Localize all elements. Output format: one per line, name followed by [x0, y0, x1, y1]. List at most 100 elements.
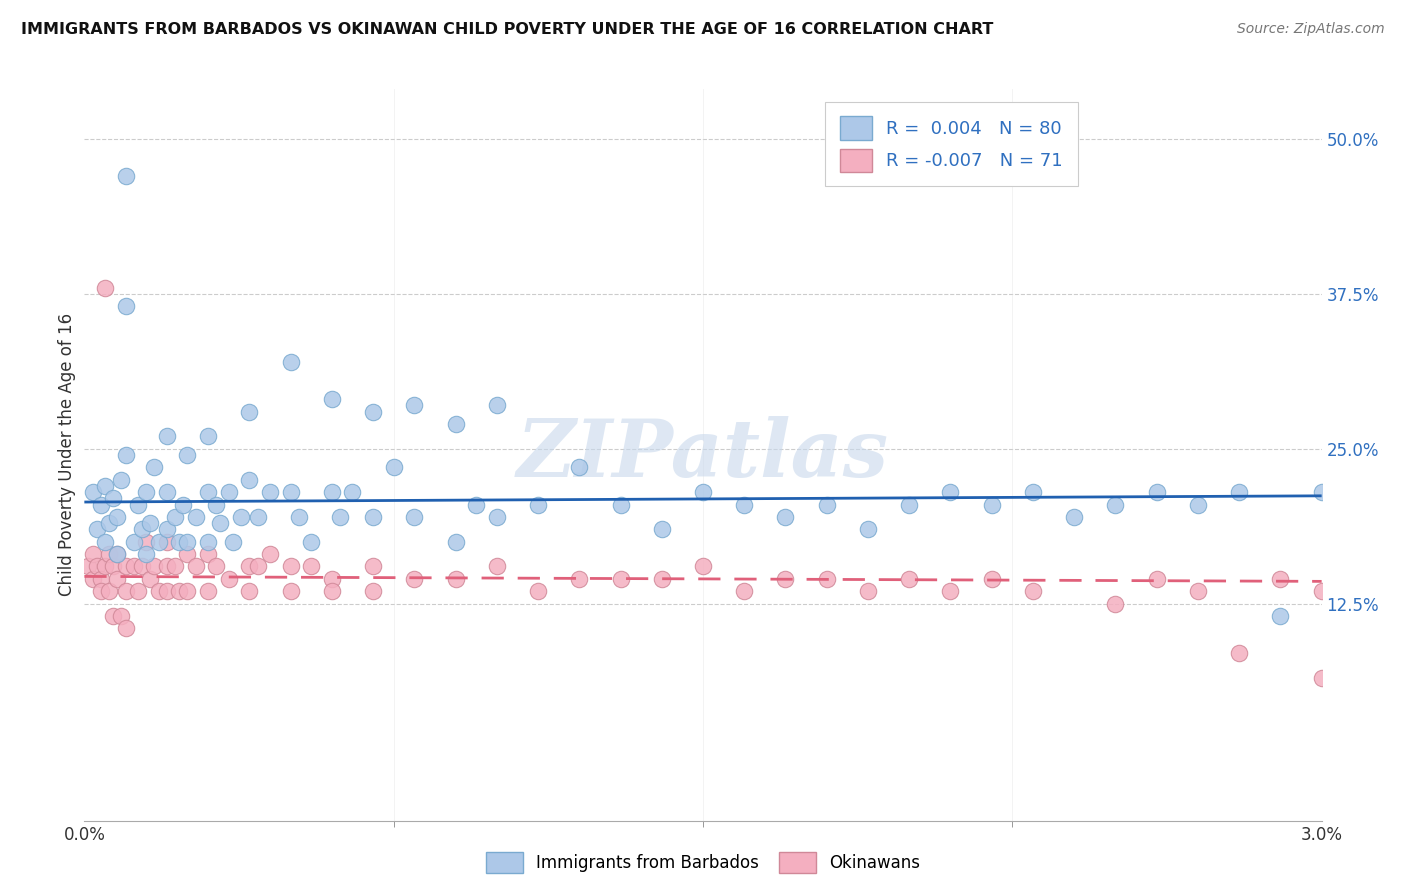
- Point: [98, 547, 121, 561]
- Point: [156, 485, 179, 500]
- Point: [94, 559, 117, 574]
- Point: [103, 609, 125, 624]
- Point: [815, 498, 838, 512]
- Point: [165, 559, 187, 574]
- Point: [167, 584, 190, 599]
- Point: [775, 509, 797, 524]
- Point: [1227, 485, 1250, 500]
- Point: [229, 509, 252, 524]
- Point: [156, 429, 179, 443]
- Point: [1310, 671, 1333, 685]
- Point: [131, 522, 153, 536]
- Point: [103, 491, 125, 506]
- Point: [288, 509, 311, 524]
- Point: [1022, 485, 1045, 500]
- Point: [122, 559, 145, 574]
- Point: [361, 509, 384, 524]
- Point: [110, 473, 132, 487]
- Point: [218, 485, 240, 500]
- Point: [197, 485, 219, 500]
- Point: [1146, 485, 1168, 500]
- Point: [127, 498, 149, 512]
- Y-axis label: Child Poverty Under the Age of 16: Child Poverty Under the Age of 16: [58, 313, 76, 597]
- Point: [156, 522, 179, 536]
- Point: [898, 498, 921, 512]
- Point: [90, 584, 112, 599]
- Point: [156, 584, 179, 599]
- Legend: R =  0.004   N = 80, R = -0.007   N = 71: R = 0.004 N = 80, R = -0.007 N = 71: [825, 102, 1077, 186]
- Point: [299, 534, 322, 549]
- Point: [246, 509, 269, 524]
- Point: [815, 572, 838, 586]
- Point: [167, 534, 190, 549]
- Point: [176, 547, 198, 561]
- Point: [98, 584, 121, 599]
- Point: [197, 584, 219, 599]
- Point: [321, 485, 343, 500]
- Point: [299, 559, 322, 574]
- Point: [568, 460, 591, 475]
- Point: [90, 572, 112, 586]
- Point: [238, 559, 260, 574]
- Point: [94, 479, 117, 493]
- Point: [205, 559, 228, 574]
- Point: [205, 498, 228, 512]
- Point: [733, 584, 755, 599]
- Point: [609, 572, 631, 586]
- Point: [444, 534, 467, 549]
- Point: [176, 448, 198, 462]
- Text: ZIPatlas: ZIPatlas: [517, 417, 889, 493]
- Text: IMMIGRANTS FROM BARBADOS VS OKINAWAN CHILD POVERTY UNDER THE AGE OF 16 CORRELATI: IMMIGRANTS FROM BARBADOS VS OKINAWAN CHI…: [21, 22, 994, 37]
- Point: [238, 404, 260, 418]
- Point: [1022, 584, 1045, 599]
- Point: [361, 584, 384, 599]
- Point: [527, 498, 550, 512]
- Point: [114, 169, 136, 183]
- Point: [222, 534, 245, 549]
- Point: [1270, 572, 1292, 586]
- Point: [321, 572, 343, 586]
- Point: [692, 559, 714, 574]
- Point: [651, 572, 673, 586]
- Point: [148, 534, 170, 549]
- Point: [898, 572, 921, 586]
- Point: [1104, 597, 1126, 611]
- Point: [209, 516, 232, 530]
- Point: [1227, 646, 1250, 660]
- Point: [139, 572, 162, 586]
- Point: [382, 460, 405, 475]
- Point: [156, 534, 179, 549]
- Point: [94, 280, 117, 294]
- Point: [105, 572, 128, 586]
- Point: [143, 559, 166, 574]
- Point: [218, 572, 240, 586]
- Point: [329, 509, 352, 524]
- Point: [105, 509, 128, 524]
- Point: [197, 429, 219, 443]
- Point: [246, 559, 269, 574]
- Point: [82, 572, 104, 586]
- Point: [1063, 509, 1085, 524]
- Point: [1146, 572, 1168, 586]
- Point: [651, 522, 673, 536]
- Point: [114, 559, 136, 574]
- Point: [103, 559, 125, 574]
- Point: [94, 534, 117, 549]
- Point: [485, 398, 508, 412]
- Point: [135, 547, 157, 561]
- Point: [122, 534, 145, 549]
- Point: [404, 572, 426, 586]
- Point: [465, 498, 488, 512]
- Point: [280, 559, 302, 574]
- Point: [82, 485, 104, 500]
- Point: [143, 460, 166, 475]
- Point: [98, 516, 121, 530]
- Point: [321, 392, 343, 406]
- Point: [609, 498, 631, 512]
- Point: [238, 473, 260, 487]
- Point: [485, 509, 508, 524]
- Point: [114, 622, 136, 636]
- Point: [184, 559, 207, 574]
- Point: [148, 584, 170, 599]
- Point: [856, 522, 879, 536]
